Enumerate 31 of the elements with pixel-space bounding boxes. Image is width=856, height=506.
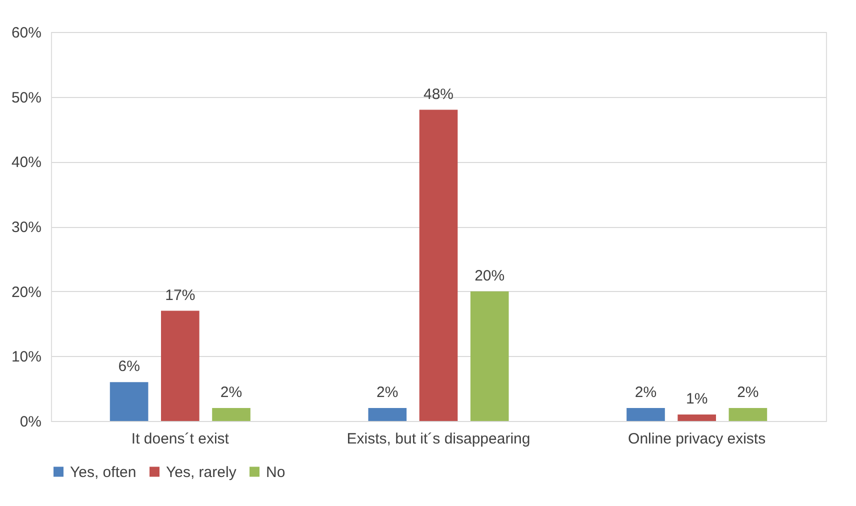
x-tick-label: It doens´t exist (131, 430, 230, 448)
bar (678, 414, 716, 421)
data-label: 48% (423, 86, 454, 103)
bar (728, 408, 768, 421)
data-label: 2% (737, 384, 759, 402)
x-tick-label: Exists, but it´s disappearing (346, 430, 530, 448)
bar (368, 408, 407, 421)
legend-label: Yes, rarely (166, 464, 237, 481)
y-tick-label: 40% (11, 154, 42, 172)
bar (626, 408, 665, 421)
bar (110, 382, 148, 421)
bar (212, 408, 250, 421)
y-tick-label: 50% (11, 89, 42, 106)
legend-label: Yes, often (70, 464, 136, 481)
x-tick-label: Online privacy exists (628, 430, 766, 448)
data-label: 20% (474, 267, 505, 284)
bar (470, 291, 509, 421)
y-tick-label: 20% (11, 284, 42, 301)
bar (161, 310, 200, 421)
bar (419, 110, 458, 421)
y-tick-label: 30% (11, 219, 42, 236)
data-label: 2% (634, 384, 657, 402)
y-tick-label: 10% (11, 348, 42, 366)
y-tick-label: 60% (11, 24, 42, 42)
data-label: 17% (165, 286, 196, 304)
data-label: 2% (376, 384, 398, 402)
y-tick-label: 0% (20, 414, 42, 430)
data-label: 2% (220, 384, 242, 402)
legend-label: No (266, 464, 286, 481)
data-label: 6% (118, 358, 140, 376)
data-label: 1% (686, 390, 708, 408)
